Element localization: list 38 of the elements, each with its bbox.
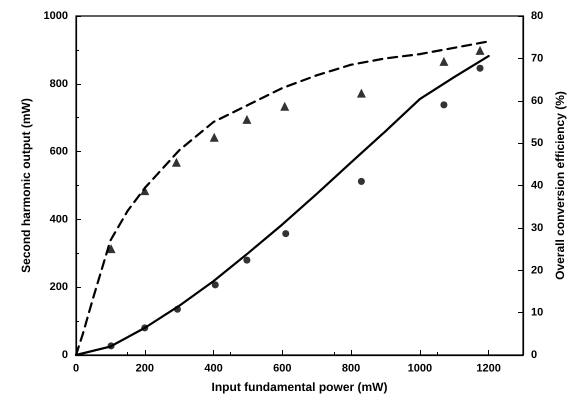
x-tick-label: 800 (342, 362, 360, 374)
y-tick-label: 0 (62, 349, 68, 361)
x-tick-label: 1200 (476, 362, 501, 374)
y2-tick-label: 60 (531, 94, 544, 107)
y2-tick-label: 40 (531, 180, 544, 192)
y2-tick-label: 30 (531, 222, 544, 234)
y-tick-label: 400 (50, 213, 68, 226)
y-tick-label: 600 (50, 146, 68, 158)
point (476, 64, 484, 72)
y2-axis-title: Overall conversion efficiency (%) (553, 91, 568, 280)
y-tick-label: 1000 (44, 10, 68, 22)
point (280, 102, 290, 111)
y-tick-label: 200 (50, 281, 68, 294)
point (282, 230, 290, 238)
x-tick-label: 400 (204, 362, 223, 374)
point (356, 88, 366, 98)
point (439, 56, 448, 66)
x-tick-label: 1000 (408, 362, 432, 374)
point (358, 178, 365, 185)
y2-tick-label: 80 (531, 10, 544, 22)
point (210, 132, 219, 142)
x-tick-label: 600 (273, 362, 292, 374)
y-tick-label: 800 (50, 78, 68, 90)
y2-tick-label: 70 (531, 52, 544, 64)
y2-tick-label: 50 (531, 137, 544, 150)
x-tick-label: 200 (136, 362, 154, 374)
y-axis-title: Second harmonic output (mW) (19, 98, 33, 273)
point (243, 256, 250, 264)
point (242, 114, 252, 124)
y2-tick-label: 20 (531, 264, 544, 276)
y2-tick-label: 10 (531, 306, 544, 319)
x-axis-title: Input fundamental power (mW) (212, 380, 388, 394)
y2-tick-label: 0 (531, 349, 538, 361)
point (212, 281, 219, 288)
point (476, 46, 485, 55)
point (440, 101, 448, 108)
point (172, 158, 181, 167)
x-tick-label: 0 (72, 362, 80, 374)
